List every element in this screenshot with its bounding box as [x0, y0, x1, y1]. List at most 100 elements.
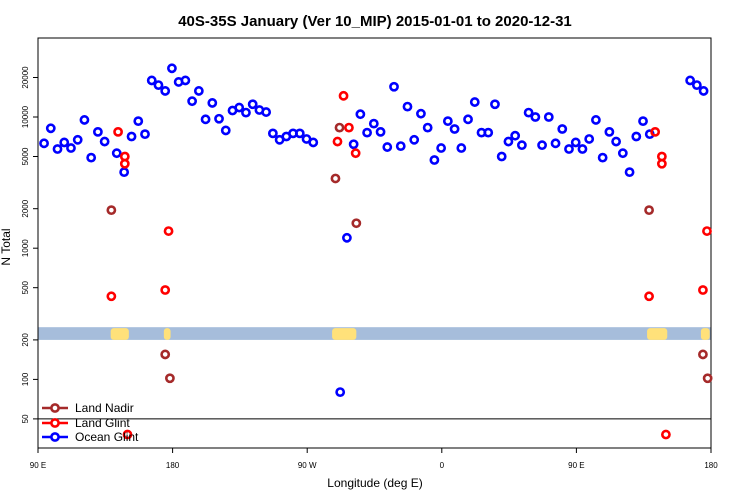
x-tick-label: 180 [166, 461, 180, 470]
y-tick-label: 50 [21, 414, 30, 423]
ocean-glint-point [557, 124, 568, 134]
ocean-glint-point [523, 107, 534, 118]
plot-frame [37, 37, 712, 449]
land-glint-point [122, 429, 133, 440]
map-land-patch [163, 328, 171, 340]
land-nadir-point [644, 205, 654, 216]
land-glint-point [350, 148, 361, 159]
land-nadir-point [334, 122, 345, 133]
ocean-glint-point [79, 115, 90, 125]
ocean-glint-point [698, 86, 709, 96]
ocean-glint-point [119, 167, 130, 178]
ocean-glint-point [241, 107, 251, 118]
land-nadir-point [106, 205, 117, 216]
ocean-glint-point [66, 143, 76, 153]
ocean-glint-point [584, 134, 595, 144]
map-land-patch [700, 328, 710, 340]
ocean-glint-point [39, 138, 49, 149]
land-glint-point [163, 226, 174, 236]
ocean-glint-point [99, 136, 110, 147]
land-nadir-point [330, 173, 341, 184]
chart-title: 40S-35S January (Ver 10_MIP) 2015-01-01 … [178, 13, 572, 30]
land-glint-point [644, 291, 654, 302]
ocean-glint-point [200, 114, 211, 125]
ocean-glint-point [86, 152, 97, 163]
land-glint-point [650, 126, 661, 137]
ocean-glint-point [140, 129, 150, 140]
ocean-glint-point [550, 138, 561, 149]
ocean-glint-point [624, 167, 635, 178]
ocean-glint-point [503, 136, 514, 147]
ocean-glint-point [261, 107, 272, 117]
land-nadir-point [160, 349, 171, 360]
legend-marker-ocean-glint [50, 432, 60, 442]
ocean-glint-point [463, 114, 473, 125]
y-axis-label: N Total [0, 228, 13, 265]
ocean-glint-point [449, 124, 460, 134]
land-nadir-point [698, 349, 708, 360]
x-tick-label: 90 W [298, 461, 317, 470]
land-glint-point [332, 136, 343, 147]
map-land-patch [647, 328, 668, 340]
ocean-glint-point [335, 387, 346, 398]
ocean-glint-point [355, 109, 366, 120]
ocean-glint-point [92, 126, 103, 137]
legend-label-land-glint: Land Glint [75, 416, 130, 430]
ocean-glint-point [111, 148, 122, 159]
x-axis-label: Longitude (deg E) [327, 476, 422, 490]
ocean-glint-point [442, 116, 453, 127]
ocean-glint-point [220, 125, 231, 136]
ocean-glint-point [133, 116, 144, 127]
x-tick-label: 90 E [30, 461, 46, 470]
y-tick-label: 5000 [21, 147, 30, 165]
ocean-glint-point [597, 152, 608, 163]
legend-label-land-nadir: Land Nadir [75, 401, 134, 415]
land-nadir-point [702, 373, 713, 384]
ocean-glint-point [146, 75, 157, 86]
y-tick-label: 500 [21, 280, 30, 294]
land-nadir-point [165, 373, 175, 384]
ocean-glint-point [375, 126, 386, 137]
land-glint-point [160, 285, 171, 295]
ocean-glint-point [564, 144, 574, 154]
land-nadir-point [351, 218, 362, 229]
ocean-glint-point [591, 115, 601, 125]
ocean-glint-point [395, 141, 406, 151]
y-tick-label: 200 [21, 333, 30, 347]
ocean-glint-point [193, 86, 204, 96]
land-glint-point [338, 90, 349, 101]
x-tick-label: 0 [440, 461, 445, 470]
ocean-glint-point [126, 131, 137, 142]
map-ocean-band [38, 327, 711, 340]
ocean-glint-point [382, 142, 393, 152]
y-tick-label: 1000 [21, 239, 30, 257]
ocean-glint-point [234, 102, 245, 113]
ocean-glint-point [180, 75, 191, 86]
ocean-glint-point [617, 148, 628, 159]
land-glint-point [698, 285, 708, 295]
ocean-glint-point [604, 126, 615, 137]
ocean-glint-point [691, 80, 702, 91]
ocean-glint-point [402, 101, 413, 112]
legend-marker-land-nadir [50, 403, 60, 413]
ocean-glint-point [631, 131, 642, 142]
ocean-glint-point [516, 140, 527, 151]
land-glint-point [702, 226, 712, 236]
ocean-glint-point [362, 127, 372, 138]
legend-marker-land-glint [50, 418, 60, 428]
ocean-glint-point [469, 97, 480, 107]
land-glint-point [113, 126, 123, 137]
ocean-glint-point [611, 136, 622, 147]
ocean-glint-point [167, 63, 177, 74]
ocean-glint-point [409, 134, 420, 145]
ocean-glint-point [436, 143, 447, 153]
y-tick-label: 20000 [21, 66, 30, 89]
land-glint-point [344, 122, 354, 133]
x-tick-label: 90 E [568, 461, 584, 470]
ocean-glint-point [72, 134, 83, 145]
y-tick-label: 100 [21, 372, 30, 386]
ocean-glint-point [685, 75, 696, 86]
ocean-glint-point [416, 108, 426, 119]
